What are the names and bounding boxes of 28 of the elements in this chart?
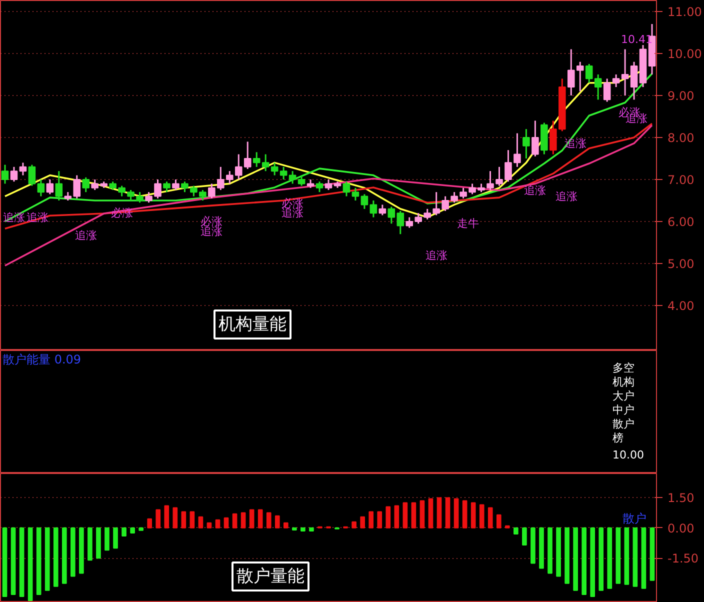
annotation: 追涨 (74, 228, 97, 242)
text: 多空 (612, 362, 634, 374)
annotation: 机构量能 (218, 314, 286, 334)
annotation: 追涨 (425, 249, 448, 262)
annotation: 散户 (622, 512, 646, 526)
text: 中户 (612, 404, 634, 416)
y-tick-label: 5.00 (668, 257, 694, 272)
y-tick-label: 10.00 (668, 46, 702, 61)
text: 散户能量 0.09 (2, 352, 82, 366)
y-tick-label: 0.00 (668, 521, 694, 536)
text: 大户 (612, 390, 634, 402)
y-tick-label: 8.00 (668, 130, 694, 145)
text: 榜 (612, 432, 624, 444)
annotation: 追涨 (200, 225, 223, 238)
y-tick-label: 11.00 (668, 4, 702, 19)
annotation: 走牛 (456, 217, 479, 230)
y-tick-label: 6.00 (668, 215, 694, 230)
y-tick-label: 7.00 (668, 172, 694, 187)
y-tick-label: 9.00 (668, 88, 694, 103)
y-tick-label: 1.50 (668, 491, 694, 506)
text: 机构 (612, 376, 634, 388)
annotation: 散户量能 (236, 566, 304, 586)
text: 散户 (612, 418, 634, 430)
y-tick-label: 4.00 (668, 299, 694, 314)
y-tick-label: -1.50 (668, 552, 699, 566)
annotation: 追涨 (524, 184, 546, 197)
annotation: 追涨 (556, 190, 578, 203)
text: 10.00 (612, 448, 644, 462)
